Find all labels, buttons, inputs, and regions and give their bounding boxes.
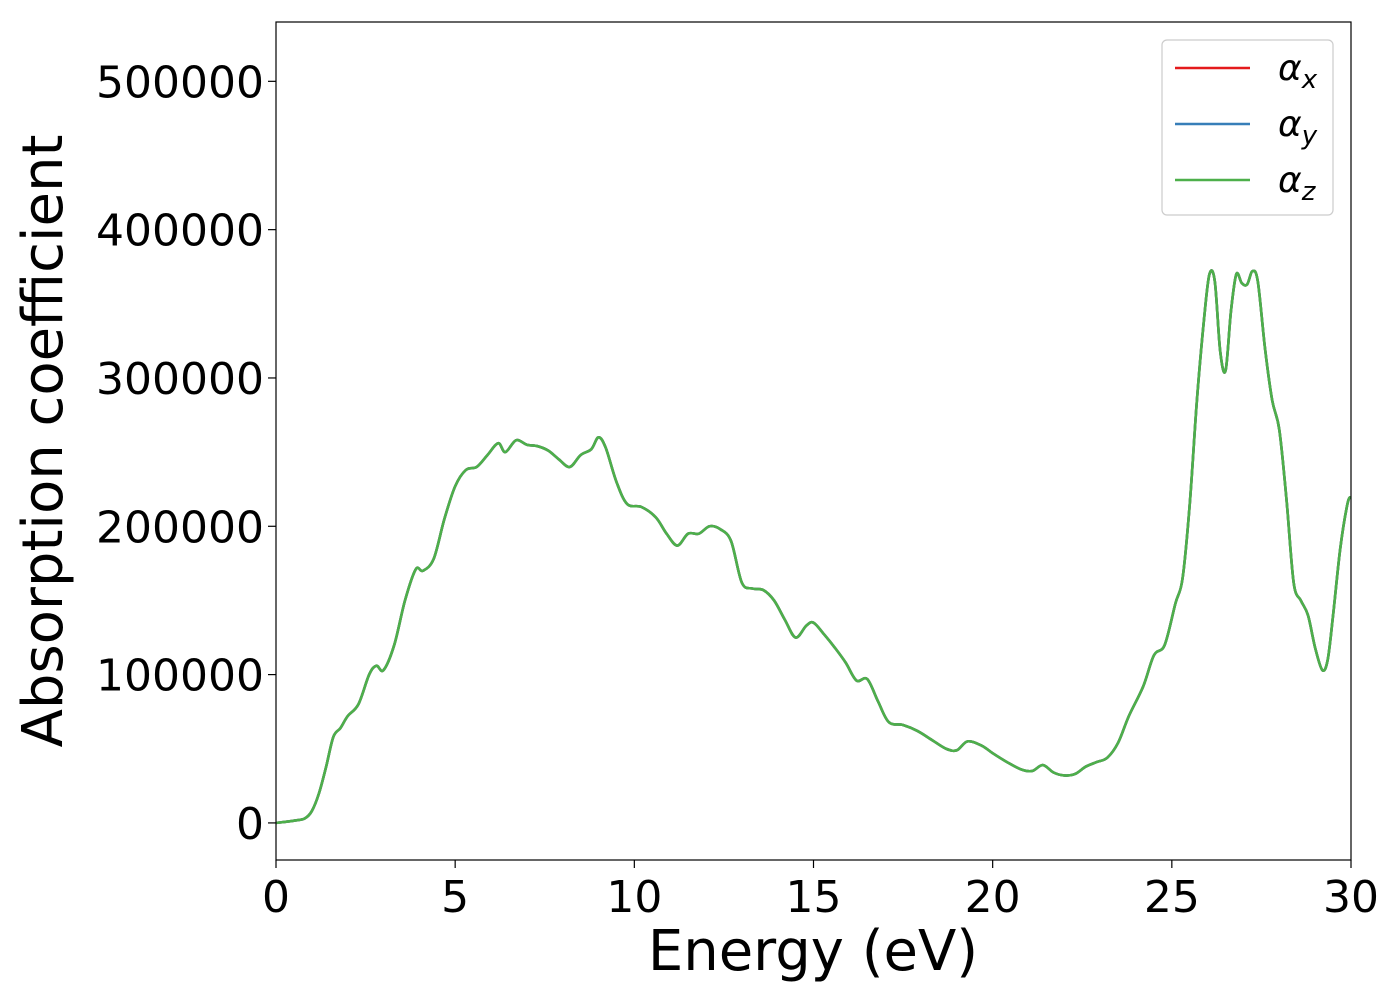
y-axis-label: Absorption coefficient: [11, 135, 76, 748]
x-axis-ticks: 0 5 10 15 20 25 30: [262, 860, 1379, 923]
legend-symbol: α: [1278, 104, 1302, 145]
y-tick-label: 300000: [96, 354, 264, 405]
y-tick-label: 0: [236, 799, 264, 850]
y-tick-label: 500000: [96, 57, 264, 108]
y-tick-label: 400000: [96, 206, 264, 257]
legend-label-x: αx: [1278, 48, 1318, 95]
legend-label-z: αz: [1278, 160, 1317, 207]
alpha-z-line: [276, 269, 1351, 825]
y-tick-label: 100000: [96, 651, 264, 702]
x-tick-label: 5: [441, 872, 469, 923]
x-tick-label: 10: [606, 872, 662, 923]
x-tick-label: 0: [262, 872, 290, 923]
legend-symbol: α: [1278, 48, 1302, 89]
y-tick-label: 200000: [96, 502, 264, 553]
series-layer: [276, 269, 1351, 825]
legend-subscript: z: [1301, 177, 1317, 207]
x-tick-label: 30: [1323, 872, 1379, 923]
x-axis-label: Energy (eV): [648, 919, 978, 984]
x-tick-label: 25: [1144, 872, 1200, 923]
legend-label-y: αy: [1278, 104, 1318, 151]
x-tick-label: 15: [786, 872, 842, 923]
legend-symbol: α: [1278, 160, 1302, 201]
legend-box: [1161, 39, 1334, 216]
y-axis-ticks: 0 100000 200000 300000 400000 500000: [96, 57, 276, 850]
x-tick-label: 20: [965, 872, 1021, 923]
legend-subscript: y: [1301, 121, 1318, 151]
legend-subscript: x: [1301, 65, 1318, 95]
